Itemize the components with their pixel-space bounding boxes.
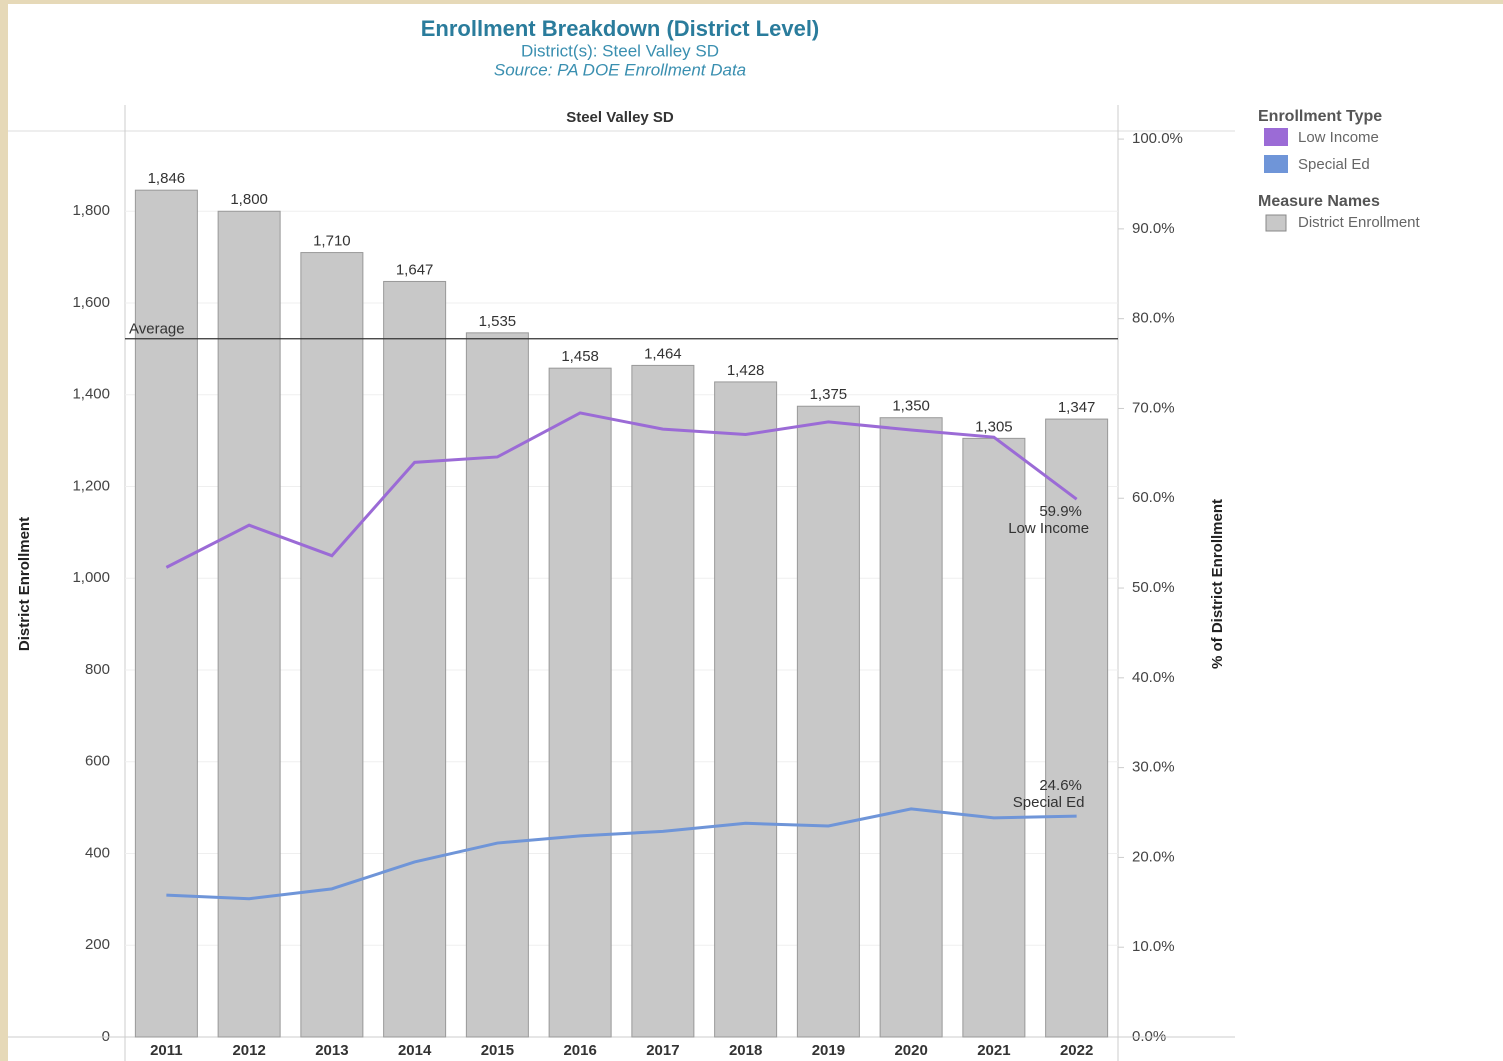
y2-tick-label: 20.0%: [1132, 848, 1175, 865]
legend-title: Enrollment Type: [1258, 108, 1382, 125]
y-tick-label: 1,200: [72, 477, 110, 494]
legend-label: Special Ed: [1298, 156, 1370, 173]
end-label: 24.6%: [1039, 777, 1082, 794]
bar-label: 1,428: [727, 362, 765, 379]
y2-tick-label: 10.0%: [1132, 938, 1175, 955]
end-label-name: Special Ed: [1013, 794, 1085, 811]
panel-title: Steel Valley SD: [566, 109, 674, 126]
x-tick-label: 2022: [1060, 1042, 1093, 1059]
x-tick-label: 2013: [315, 1042, 348, 1059]
x-tick-label: 2020: [894, 1042, 927, 1059]
chart-title: Enrollment Breakdown (District Level): [421, 16, 820, 41]
bar: [548, 367, 612, 1038]
end-label-name: Low Income: [1008, 520, 1089, 537]
y-tick-label: 1,000: [72, 569, 110, 586]
bar-label: 1,647: [396, 261, 434, 278]
y-tick-label: 1,400: [72, 386, 110, 403]
x-tick-label: 2021: [977, 1042, 1010, 1059]
y2-tick-label: 90.0%: [1132, 220, 1175, 237]
x-tick-label: 2014: [398, 1042, 432, 1059]
bar: [631, 364, 695, 1038]
y2-tick-label: 70.0%: [1132, 399, 1175, 416]
y2-tick-label: 80.0%: [1132, 310, 1175, 327]
bar: [879, 417, 943, 1038]
y2-tick-label: 40.0%: [1132, 669, 1175, 686]
bar-label: 1,375: [810, 386, 848, 403]
bar-label: 1,347: [1058, 399, 1096, 416]
legend-title: Measure Names: [1258, 193, 1380, 210]
y-tick-label: 1,600: [72, 294, 110, 311]
x-tick-label: 2018: [729, 1042, 762, 1059]
bar: [383, 280, 447, 1038]
bar: [300, 252, 364, 1038]
legend-swatch: [1264, 128, 1288, 146]
source: Source: PA DOE Enrollment Data: [494, 60, 746, 79]
bar-label: 1,535: [479, 313, 517, 330]
bar: [134, 189, 198, 1038]
y2-tick-label: 50.0%: [1132, 579, 1175, 596]
bar-label: 1,350: [892, 398, 930, 415]
y-axis-title: District Enrollment: [16, 517, 33, 651]
bar: [465, 332, 529, 1038]
y-tick-label: 400: [85, 844, 110, 861]
y-tick-label: 600: [85, 753, 110, 770]
bar-label: 1,846: [148, 170, 186, 187]
x-tick-label: 2012: [232, 1042, 265, 1059]
legend-swatch: [1264, 155, 1288, 173]
y2-tick-label: 60.0%: [1132, 489, 1175, 506]
end-label: 59.9%: [1039, 503, 1082, 520]
legend-swatch: [1265, 214, 1287, 232]
y-tick-label: 1,800: [72, 202, 110, 219]
line: [165, 411, 1078, 569]
y-tick-label: 0: [102, 1028, 110, 1045]
y-tick-label: 200: [85, 936, 110, 953]
bar-label: 1,464: [644, 345, 682, 362]
x-tick-label: 2017: [646, 1042, 679, 1059]
y2-tick-label: 0.0%: [1132, 1028, 1166, 1045]
bar: [714, 381, 778, 1038]
bar: [796, 405, 860, 1038]
bar: [962, 437, 1026, 1038]
y2-tick-label: 30.0%: [1132, 759, 1175, 776]
x-tick-label: 2016: [563, 1042, 596, 1059]
x-tick-label: 2019: [812, 1042, 845, 1059]
reference-label: Average: [129, 321, 185, 338]
line: [166, 807, 1077, 901]
legend-label: Low Income: [1298, 129, 1379, 146]
bar-label: 1,305: [975, 418, 1013, 435]
y2-axis-title: % of District Enrollment: [1209, 499, 1226, 669]
legend-label: District Enrollment: [1298, 214, 1421, 231]
subtitle: District(s): Steel Valley SD: [521, 41, 719, 60]
bar-label: 1,458: [561, 348, 599, 365]
x-tick-label: 2015: [481, 1042, 514, 1059]
y-tick-label: 800: [85, 661, 110, 678]
x-tick-label: 2011: [150, 1042, 183, 1059]
bar-label: 1,710: [313, 233, 351, 250]
y2-tick-label: 100.0%: [1132, 130, 1183, 147]
bar: [1045, 418, 1109, 1038]
bar: [217, 210, 281, 1038]
bar-label: 1,800: [230, 191, 268, 208]
